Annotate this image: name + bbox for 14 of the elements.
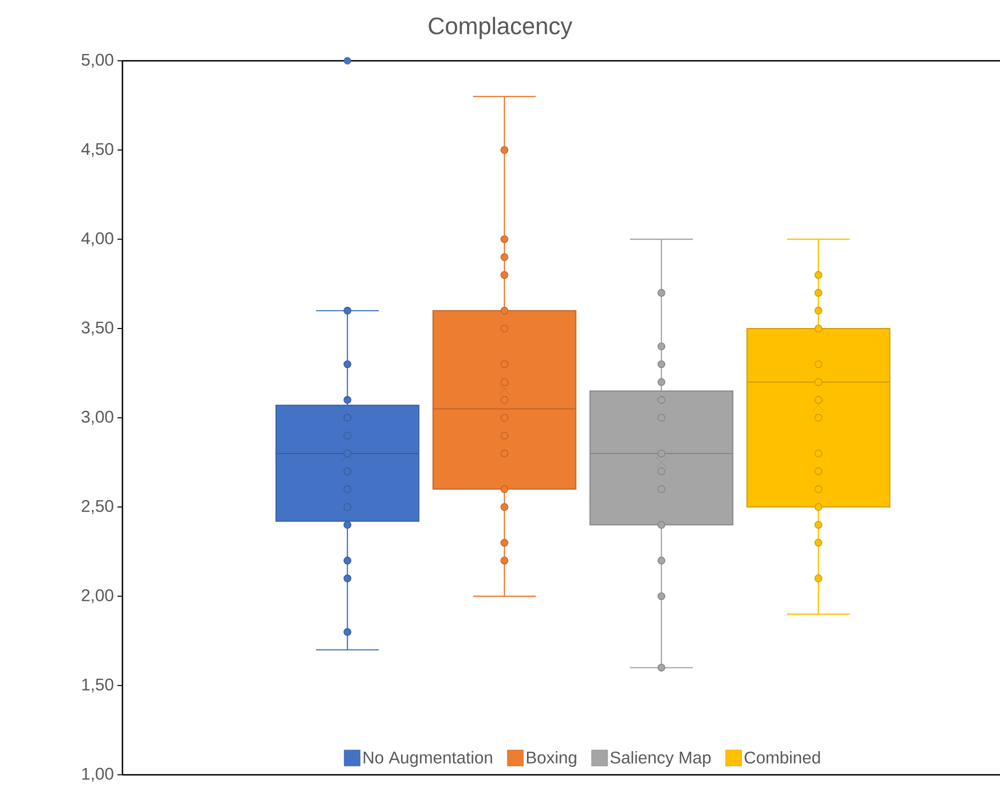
legend-label: No Augmentation	[364, 751, 492, 767]
legend-label: Combined	[744, 751, 820, 764]
y-tick-label: 3,50	[82, 322, 114, 336]
y-tick-label: 4,50	[81, 143, 114, 158]
y-tick-label: 2,50	[82, 500, 114, 514]
y-tick-label: 4,00	[81, 232, 114, 246]
y-tick-label: 2,00	[82, 589, 114, 604]
y-tick-label: 5,00	[82, 54, 114, 68]
y-tick-label: 1,50	[82, 678, 114, 693]
legend-label: Saliency Map	[610, 751, 711, 767]
y-tick-label: 3,00	[82, 410, 114, 425]
chart-title: Complacency	[428, 16, 572, 40]
legend-label: Boxing	[526, 751, 576, 767]
y-tick-label: 1,00	[82, 768, 114, 782]
